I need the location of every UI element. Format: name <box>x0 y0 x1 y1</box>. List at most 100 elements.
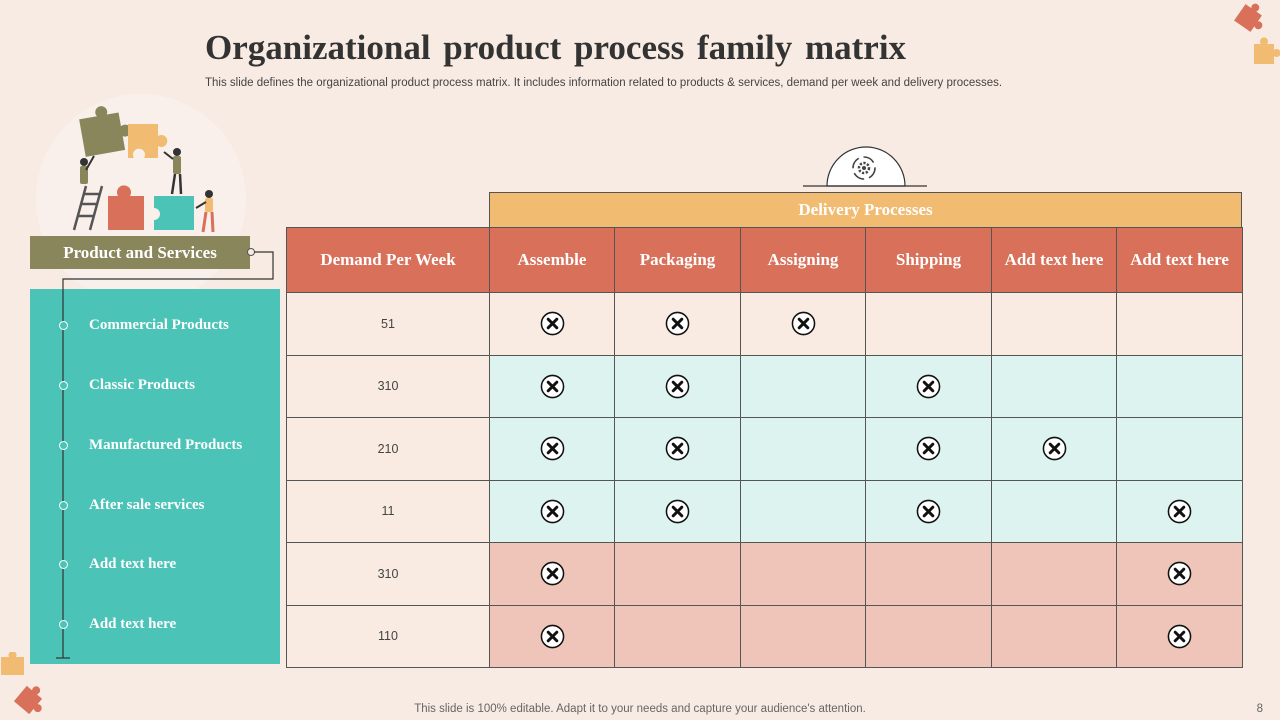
x-circle-icon <box>540 624 565 649</box>
x-circle-icon <box>1167 499 1192 524</box>
product-list-panel <box>30 289 280 664</box>
x-circle-icon <box>665 311 690 336</box>
process-matrix-table: Demand Per Week Assemble Packaging Assig… <box>286 227 1243 668</box>
demand-cell: 51 <box>286 292 490 356</box>
matrix-cell <box>1116 479 1243 543</box>
product-item-label: After sale services <box>89 496 205 513</box>
product-item-label: Commercial Products <box>89 316 229 333</box>
matrix-cell <box>740 354 866 418</box>
product-item: Add text here <box>59 554 176 574</box>
product-item-label: Add text here <box>89 615 177 632</box>
product-item: Manufactured Products <box>59 435 242 455</box>
column-header: Assemble <box>489 227 615 293</box>
bullet-dot-icon <box>59 380 68 390</box>
page-title: Organizational product process family ma… <box>205 28 907 67</box>
table-row: 51 <box>286 292 1243 356</box>
bullet-dot-icon <box>59 320 68 330</box>
x-circle-icon <box>540 436 565 461</box>
matrix-cell <box>991 542 1117 606</box>
page-number: 8 <box>1256 703 1263 715</box>
matrix-cell <box>991 417 1117 481</box>
matrix-cell <box>614 542 741 606</box>
x-circle-icon <box>540 561 565 586</box>
matrix-cell <box>614 479 741 543</box>
demand-cell: 110 <box>286 604 490 668</box>
x-circle-icon <box>916 436 941 461</box>
x-circle-icon <box>540 311 565 336</box>
matrix-cell <box>489 292 615 356</box>
matrix-cell <box>1116 354 1243 418</box>
demand-cell: 11 <box>286 479 490 543</box>
x-circle-icon <box>665 374 690 399</box>
x-circle-icon <box>791 311 816 336</box>
product-services-label: Product and Services <box>30 236 250 269</box>
connector-lines <box>56 248 274 659</box>
matrix-cell <box>489 542 615 606</box>
matrix-cell <box>614 354 741 418</box>
x-circle-icon <box>916 499 941 524</box>
column-header: Assigning <box>740 227 866 293</box>
table-row: 11 <box>286 479 1243 543</box>
matrix-cell <box>740 292 866 356</box>
column-header: Add text here <box>1116 227 1243 293</box>
matrix-cell <box>489 604 615 668</box>
x-circle-icon <box>665 436 690 461</box>
table-row: 310 <box>286 354 1243 418</box>
matrix-cell <box>1116 604 1243 668</box>
product-item: Classic Products <box>59 375 195 395</box>
matrix-cell <box>991 479 1117 543</box>
matrix-cell <box>865 604 992 668</box>
matrix-cell <box>865 417 992 481</box>
matrix-cell <box>865 542 992 606</box>
bullet-dot-icon <box>59 559 68 569</box>
matrix-cell <box>740 479 866 543</box>
product-item-label: Classic Products <box>89 376 195 393</box>
matrix-cell <box>489 479 615 543</box>
matrix-cell <box>991 292 1117 356</box>
demand-cell: 310 <box>286 354 490 418</box>
matrix-cell <box>865 354 992 418</box>
bullet-dot-icon <box>59 440 68 450</box>
product-item: After sale services <box>59 495 205 515</box>
demand-cell: 210 <box>286 417 490 481</box>
table-row: 310 <box>286 542 1243 606</box>
demand-cell: 310 <box>286 542 490 606</box>
gear-cycle-icon <box>803 146 927 187</box>
matrix-cell <box>614 417 741 481</box>
matrix-cell <box>740 604 866 668</box>
matrix-cell <box>865 479 992 543</box>
matrix-cell <box>740 417 866 481</box>
matrix-cell <box>489 417 615 481</box>
product-item: Add text here <box>59 614 176 634</box>
matrix-cell <box>1116 417 1243 481</box>
matrix-cell <box>991 354 1117 418</box>
product-item-label: Manufactured Products <box>89 436 243 453</box>
x-circle-icon <box>665 499 690 524</box>
matrix-cell <box>614 292 741 356</box>
puzzle-team-icon <box>72 106 215 233</box>
matrix-cell <box>489 354 615 418</box>
column-header: Add text here <box>991 227 1117 293</box>
matrix-cell <box>740 542 866 606</box>
x-circle-icon <box>540 499 565 524</box>
puzzle-piece-icon <box>1234 3 1280 64</box>
x-circle-icon <box>1167 624 1192 649</box>
delivery-processes-header: Delivery Processes <box>489 192 1242 228</box>
x-circle-icon <box>540 374 565 399</box>
matrix-cell <box>991 604 1117 668</box>
table-header-row: Demand Per Week Assemble Packaging Assig… <box>286 227 1243 293</box>
x-circle-icon <box>1167 561 1192 586</box>
bullet-dot-icon <box>59 619 68 629</box>
table-row: 110 <box>286 604 1243 668</box>
matrix-cell <box>614 604 741 668</box>
matrix-cell <box>865 292 992 356</box>
matrix-cell <box>1116 542 1243 606</box>
column-header: Shipping <box>865 227 992 293</box>
x-circle-icon <box>916 374 941 399</box>
product-item: Commercial Products <box>59 315 229 335</box>
x-circle-icon <box>1042 436 1067 461</box>
table-row: 210 <box>286 417 1243 481</box>
puzzle-piece-icon <box>1 652 43 715</box>
matrix-cell <box>1116 292 1243 356</box>
column-header: Packaging <box>614 227 741 293</box>
